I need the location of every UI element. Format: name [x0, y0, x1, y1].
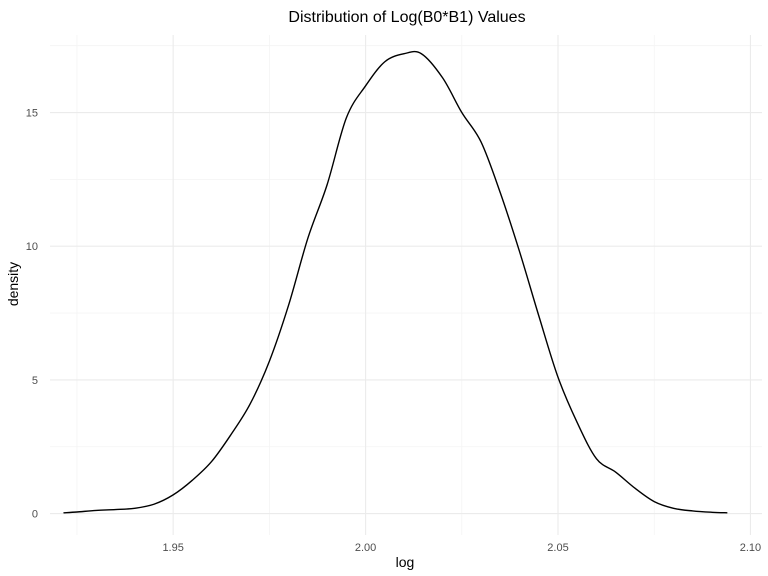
- y-axis-ticks: 0 5 10 15: [26, 108, 38, 521]
- x-tick-label: 2.10: [740, 542, 761, 554]
- y-axis-label: density: [5, 262, 21, 306]
- major-gridlines: [50, 35, 762, 535]
- minor-gridlines: [50, 35, 762, 535]
- x-tick-label: 2.00: [355, 542, 376, 554]
- density-line: [63, 50, 728, 514]
- y-tick-label: 0: [32, 509, 38, 521]
- x-tick-label: 2.05: [547, 542, 568, 554]
- x-axis-label: log: [396, 554, 415, 570]
- x-tick-label: 1.95: [162, 542, 183, 554]
- x-axis-ticks: 1.95 2.00 2.05 2.10: [162, 542, 761, 554]
- y-tick-label: 15: [26, 108, 38, 120]
- y-tick-label: 10: [26, 241, 38, 253]
- y-tick-label: 5: [32, 375, 38, 387]
- chart-title: Distribution of Log(B0*B1) Values: [288, 9, 525, 26]
